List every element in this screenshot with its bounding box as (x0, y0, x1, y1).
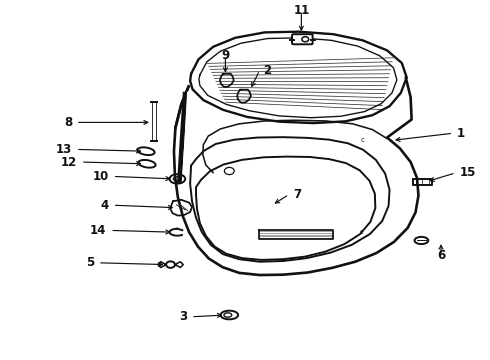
Text: 7: 7 (293, 188, 301, 201)
Text: 13: 13 (56, 143, 72, 156)
Text: 12: 12 (61, 156, 77, 168)
Text: 4: 4 (100, 199, 109, 212)
Text: 10: 10 (93, 170, 109, 183)
Text: 3: 3 (179, 310, 187, 323)
Text: 15: 15 (460, 166, 476, 179)
Text: c: c (360, 229, 364, 235)
Text: 11: 11 (293, 4, 310, 17)
Text: 8: 8 (64, 116, 72, 129)
Text: c: c (361, 137, 365, 143)
Text: 6: 6 (437, 249, 445, 262)
Text: 2: 2 (264, 64, 272, 77)
Text: 14: 14 (90, 224, 106, 237)
FancyBboxPatch shape (292, 34, 313, 44)
Text: 9: 9 (221, 49, 229, 62)
Text: 1: 1 (457, 127, 465, 140)
Text: 5: 5 (86, 256, 94, 269)
